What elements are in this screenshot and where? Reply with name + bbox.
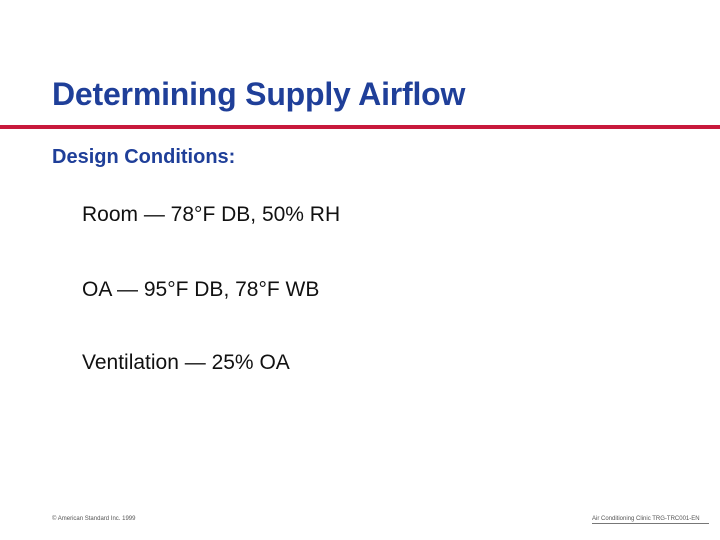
footer-course-id: Air Conditioning Clinic TRG-TRC001-EN <box>592 516 709 524</box>
title-divider <box>0 125 720 129</box>
footer-copyright: © American Standard Inc. 1999 <box>52 516 136 522</box>
slide-subtitle: Design Conditions: <box>52 146 236 168</box>
condition-room: Room — 78°F DB, 50% RH <box>82 203 341 226</box>
condition-ventilation: Ventilation — 25% OA <box>82 351 290 374</box>
condition-outdoor-air: OA — 95°F DB, 78°F WB <box>82 278 320 301</box>
slide-title: Determining Supply Airflow <box>52 76 466 112</box>
